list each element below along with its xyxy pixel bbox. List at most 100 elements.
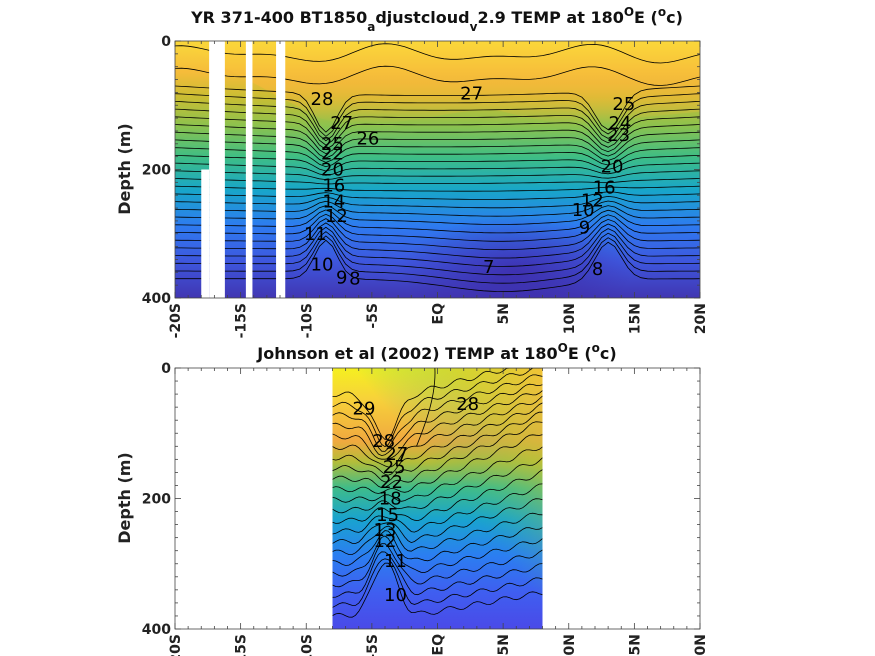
isotherm-line [332, 562, 543, 618]
panel-top-axes: -20S -15S -10S -5S EQ 5N 10N 15N 20N 0 200 400 [142, 34, 709, 338]
isotherm-line [332, 512, 543, 555]
contour-label: 14 [322, 192, 345, 213]
contour-label: 7 [483, 257, 494, 278]
isotherm-line [175, 65, 700, 86]
isotherm-line [332, 498, 543, 544]
x-tick-label: -10S [299, 303, 315, 338]
panel-top: YR 371-400 BT1850adjustcloudv2.9 TEMP at… [115, 5, 709, 338]
contour-label: 28 [372, 431, 395, 452]
contour-label: 9 [336, 267, 347, 288]
isotherm-line [175, 200, 700, 217]
x-tick-label: 10N [562, 634, 578, 656]
panel-top-ylabel: Depth (m) [115, 123, 134, 215]
contour-label: 13 [374, 520, 397, 541]
panel-bottom-temperature-field [332, 368, 543, 629]
x-tick-label: 5N [496, 634, 512, 655]
x-tick-label: 15N [627, 634, 643, 656]
x-tick-label: 15N [627, 303, 643, 334]
isotherm-line [332, 558, 543, 608]
isotherm-line [175, 209, 700, 234]
y-tick-label: 200 [142, 163, 171, 179]
contour-label: 20 [601, 156, 624, 177]
isotherm-line [332, 535, 543, 577]
isotherm-line [332, 434, 543, 494]
contour-label: 10 [311, 255, 334, 276]
isotherm-line [332, 368, 543, 448]
x-tick-label: -5S [365, 303, 381, 329]
panel-bottom-isotherms [332, 368, 543, 618]
x-tick-label: -20S [168, 634, 184, 656]
isotherm-line [175, 139, 700, 163]
isotherm-line [175, 43, 700, 64]
isotherm-line [175, 235, 700, 284]
isotherm-line [175, 116, 700, 150]
contour-label: 22 [321, 143, 344, 164]
y-tick-label: 200 [142, 492, 171, 508]
panel-bottom: Johnson et al (2002) TEMP at 180OE (oc) … [115, 341, 709, 656]
panel-top-isotherms [175, 43, 700, 293]
isotherm-line [175, 178, 700, 185]
isotherm-line [175, 222, 700, 259]
isotherm-line [175, 185, 700, 192]
x-tick-label: EQ [431, 303, 447, 325]
contour-label: 12 [581, 190, 604, 211]
isotherm-line [175, 213, 700, 242]
field-warm-pool [175, 41, 700, 126]
contour-label: 16 [322, 176, 345, 197]
isotherm-line [332, 469, 543, 524]
contour-label: 29 [353, 398, 376, 419]
isotherm-line [175, 93, 700, 137]
x-tick-label: -15S [234, 303, 250, 338]
isotherm-line [175, 231, 700, 276]
contour-label: 12 [374, 531, 397, 552]
isotherm-line [175, 108, 700, 146]
missing-data-band [245, 41, 253, 298]
isotherm-line [332, 374, 543, 452]
contour-label: 28 [311, 89, 334, 110]
panel-bottom-ylabel: Depth (m) [115, 452, 134, 544]
isotherm-line [175, 155, 700, 172]
contour-label: 16 [593, 177, 616, 198]
x-tick-label: 20N [693, 303, 709, 334]
isotherm-line [175, 147, 700, 168]
contour-label: 25 [321, 134, 344, 155]
contour-label: 15 [376, 505, 399, 526]
x-tick-label: EQ [431, 634, 447, 656]
contour-label: 18 [379, 489, 402, 510]
panel-bottom-axes: -20S -15S -10S -5S EQ 5N 10N 15N 20N 0 200 400 [142, 361, 709, 656]
contour-label: 27 [460, 84, 483, 105]
contour-label: 12 [325, 206, 348, 227]
isotherm-line [332, 527, 543, 566]
contour-label: 27 [385, 444, 408, 465]
y-tick-label: 0 [161, 34, 171, 50]
contour-label: 26 [356, 129, 379, 150]
isotherm-line [332, 421, 543, 489]
contour-label: 8 [592, 259, 603, 280]
isotherm-line [175, 124, 700, 155]
missing-data-band [276, 41, 286, 298]
x-tick-label: -20S [168, 303, 184, 338]
panel-bottom-title: Johnson et al (2002) TEMP at 180OE (oc) [256, 341, 616, 363]
isotherm-line [332, 402, 543, 476]
isotherm-line [175, 191, 700, 200]
isotherm-line [175, 239, 700, 293]
missing-data-band [201, 169, 210, 298]
missing-data-band [209, 41, 225, 298]
contour-label: 8 [349, 269, 360, 290]
isotherm-line [175, 226, 700, 267]
isotherm-line [332, 395, 543, 468]
x-tick-label: 20N [693, 634, 709, 656]
isotherm-line [332, 390, 543, 460]
panel-top-missing-data [201, 41, 286, 298]
isotherm-line [175, 162, 700, 176]
isotherm-line [416, 368, 436, 447]
panel-top-temperature-field [175, 41, 700, 298]
panel-top-title: YR 371-400 BT1850adjustcloudv2.9 TEMP at… [190, 5, 683, 34]
x-tick-label: 5N [496, 303, 512, 324]
isotherm-line [332, 411, 543, 483]
isotherm-line [175, 131, 700, 159]
contour-label: 24 [608, 113, 631, 134]
x-tick-label: -15S [234, 634, 250, 656]
